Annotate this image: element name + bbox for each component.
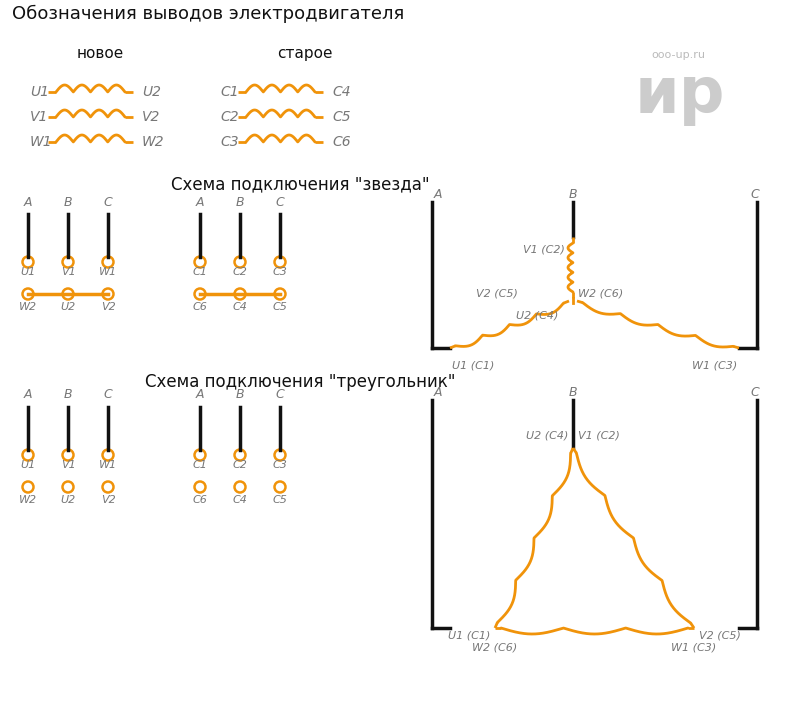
Text: W1: W1	[30, 135, 53, 149]
Text: W1 (C3): W1 (C3)	[671, 642, 717, 652]
Text: C2: C2	[233, 267, 247, 277]
Text: U2: U2	[142, 85, 161, 99]
Text: C6: C6	[332, 135, 350, 149]
Text: W2: W2	[142, 135, 165, 149]
Text: Схема подключения "звезда": Схема подключения "звезда"	[170, 175, 430, 193]
Text: W2: W2	[19, 302, 37, 312]
Text: C1: C1	[220, 85, 238, 99]
Text: A: A	[434, 386, 442, 399]
Text: V1: V1	[30, 110, 48, 124]
Text: U1 (C1): U1 (C1)	[452, 360, 494, 370]
Text: V2: V2	[101, 302, 115, 312]
Text: ooo-up.ru: ooo-up.ru	[651, 50, 705, 60]
Text: W1: W1	[99, 267, 117, 277]
Text: V1: V1	[61, 460, 75, 470]
Text: U1: U1	[20, 267, 36, 277]
Text: B: B	[64, 196, 72, 208]
Text: C3: C3	[220, 135, 238, 149]
Text: B: B	[569, 189, 578, 201]
Text: C4: C4	[233, 495, 247, 505]
Text: V2 (C5): V2 (C5)	[476, 288, 518, 298]
Text: C1: C1	[193, 267, 207, 277]
Text: C6: C6	[193, 302, 207, 312]
Text: C3: C3	[273, 267, 287, 277]
Text: C: C	[750, 386, 759, 399]
Text: старое: старое	[278, 46, 333, 61]
Text: C: C	[104, 389, 112, 401]
Text: W2 (C6): W2 (C6)	[578, 288, 623, 298]
Text: U1: U1	[30, 85, 49, 99]
Text: C1: C1	[193, 460, 207, 470]
Text: A: A	[196, 196, 204, 208]
Text: B: B	[236, 389, 244, 401]
Text: Схема подключения "треугольник": Схема подключения "треугольник"	[145, 373, 455, 391]
Text: B: B	[64, 389, 72, 401]
Text: C5: C5	[332, 110, 350, 124]
Text: B: B	[236, 196, 244, 208]
Text: C4: C4	[233, 302, 247, 312]
Text: C3: C3	[273, 460, 287, 470]
Text: C4: C4	[332, 85, 350, 99]
Text: C: C	[104, 196, 112, 208]
Text: C: C	[276, 196, 284, 208]
Text: C: C	[750, 189, 759, 201]
Text: C6: C6	[193, 495, 207, 505]
Text: V2: V2	[142, 110, 160, 124]
Text: C: C	[276, 389, 284, 401]
Text: B: B	[569, 386, 578, 399]
Text: U2: U2	[60, 302, 76, 312]
Text: A: A	[434, 189, 442, 201]
Text: A: A	[24, 389, 32, 401]
Text: новое: новое	[76, 46, 124, 61]
Text: Обозначения выводов электродвигателя: Обозначения выводов электродвигателя	[12, 5, 404, 23]
Text: A: A	[196, 389, 204, 401]
Text: U2: U2	[60, 495, 76, 505]
Text: ир: ир	[634, 64, 726, 126]
Text: V2: V2	[101, 495, 115, 505]
Text: U1 (C1): U1 (C1)	[448, 630, 490, 640]
Text: U2 (C4): U2 (C4)	[526, 430, 568, 440]
Text: V1: V1	[61, 267, 75, 277]
Text: W1 (C3): W1 (C3)	[692, 360, 737, 370]
Text: W2: W2	[19, 495, 37, 505]
Text: U2 (C4): U2 (C4)	[516, 310, 558, 320]
Text: A: A	[24, 196, 32, 208]
Text: C2: C2	[220, 110, 238, 124]
Text: U1: U1	[20, 460, 36, 470]
Text: W2 (C6): W2 (C6)	[472, 642, 518, 652]
Text: C2: C2	[233, 460, 247, 470]
Text: V1 (C2): V1 (C2)	[578, 430, 620, 440]
Text: W1: W1	[99, 460, 117, 470]
Text: V1 (C2): V1 (C2)	[523, 245, 565, 255]
Text: C5: C5	[273, 302, 287, 312]
Text: C5: C5	[273, 495, 287, 505]
Text: V2 (C5): V2 (C5)	[699, 630, 741, 640]
